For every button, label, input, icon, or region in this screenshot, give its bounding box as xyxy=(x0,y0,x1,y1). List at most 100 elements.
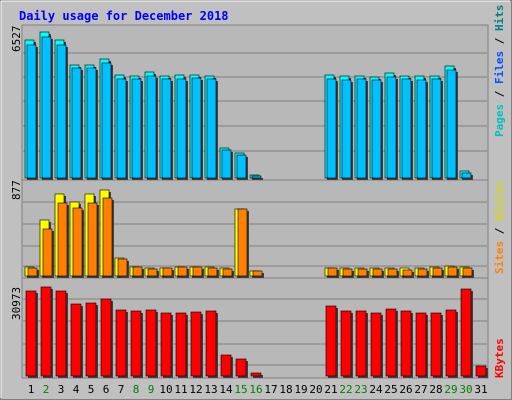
bar-sites-day-27 xyxy=(417,268,429,278)
bar-body xyxy=(356,78,367,179)
bar-body xyxy=(401,78,412,179)
x-tick-label: 6 xyxy=(103,383,110,396)
bar-kbytes-day-9 xyxy=(145,309,158,378)
bar-kbytes-day-4 xyxy=(70,303,83,378)
bar-body xyxy=(371,79,382,179)
x-tick-label: 24 xyxy=(369,383,383,396)
x-tick-label: 11 xyxy=(174,383,187,396)
bar-body xyxy=(220,354,232,377)
x-tick-label: 21 xyxy=(324,383,337,396)
bar-body xyxy=(161,78,172,179)
x-tick-label: 20 xyxy=(309,383,322,396)
bar-sites-day-5 xyxy=(87,202,99,278)
bar-kbytes-day-12 xyxy=(190,311,203,378)
bar-files-day-11 xyxy=(176,78,188,180)
bar-files-day-24 xyxy=(371,79,383,180)
visits-ymax-label: 877 xyxy=(10,180,23,200)
bar-files-day-6 xyxy=(101,62,113,180)
x-tick-label: 12 xyxy=(189,383,202,396)
bar-body xyxy=(57,202,68,277)
bar-body xyxy=(416,79,427,179)
legend-kbytes: KBytes xyxy=(493,338,506,378)
bar-kbytes-day-7 xyxy=(115,309,128,378)
bar-files-day-25 xyxy=(386,76,398,180)
bar-files-day-23 xyxy=(356,78,368,180)
legend-pages: Pages xyxy=(493,104,506,137)
bar-body xyxy=(417,268,428,277)
bar-body xyxy=(475,365,487,377)
x-tick-label: 28 xyxy=(429,383,442,396)
bar-body xyxy=(145,309,157,377)
x-tick-label: 9 xyxy=(148,383,155,396)
bar-body xyxy=(85,302,97,377)
bar-files-day-4 xyxy=(71,67,83,180)
bar-sites-day-26 xyxy=(402,269,414,278)
bar-body xyxy=(132,266,143,277)
bar-kbytes-day-28 xyxy=(430,312,443,378)
bar-kbytes-day-31 xyxy=(475,365,488,378)
bar-body xyxy=(252,270,263,277)
bar-body xyxy=(251,175,262,179)
bar-body xyxy=(402,269,413,277)
bar-files-day-27 xyxy=(416,79,428,180)
x-tick-label: 2 xyxy=(43,383,50,396)
visits-panel xyxy=(21,179,489,279)
bar-body xyxy=(460,288,472,377)
bar-body xyxy=(71,67,82,179)
x-tick-label: 26 xyxy=(399,383,412,396)
bar-body xyxy=(235,358,247,377)
bar-sites-day-15 xyxy=(237,208,249,278)
x-tick-label: 23 xyxy=(354,383,367,396)
bar-sites-day-12 xyxy=(192,266,204,278)
bar-body xyxy=(86,67,97,179)
bar-body xyxy=(447,266,458,277)
bar-body xyxy=(131,78,142,179)
bar-kbytes-day-21 xyxy=(325,305,338,378)
bar-body xyxy=(116,78,127,179)
bar-kbytes-day-11 xyxy=(175,312,188,378)
bar-files-day-30 xyxy=(461,172,473,180)
bar-files-day-1 xyxy=(26,44,38,180)
bar-sites-day-4 xyxy=(72,207,84,278)
bar-body xyxy=(72,207,83,277)
bar-sites-day-22 xyxy=(342,268,354,278)
bar-files-day-10 xyxy=(161,78,173,180)
bar-sites-day-2 xyxy=(42,228,54,278)
x-tick-label: 17 xyxy=(264,383,277,396)
bar-files-day-21 xyxy=(326,78,338,180)
bar-body xyxy=(192,266,203,277)
bar-kbytes-day-27 xyxy=(415,312,428,378)
bar-sites-day-10 xyxy=(162,267,174,278)
bar-body xyxy=(432,267,443,277)
bar-kbytes-day-22 xyxy=(340,310,353,378)
x-tick-label: 3 xyxy=(58,383,65,396)
x-tick-label: 19 xyxy=(294,383,307,396)
bar-kbytes-day-15 xyxy=(235,358,248,378)
bar-body xyxy=(327,267,338,277)
bar-body xyxy=(461,172,472,179)
bar-body xyxy=(146,75,157,179)
bar-sites-day-8 xyxy=(132,266,144,278)
x-tick-label: 25 xyxy=(384,383,397,396)
hits-legend: Pages / Files / Hits xyxy=(493,5,506,138)
bar-files-day-7 xyxy=(116,78,128,180)
bar-body xyxy=(221,149,232,179)
bar-kbytes-day-26 xyxy=(400,310,413,378)
bar-sites-day-7 xyxy=(117,258,129,278)
bar-body xyxy=(386,76,397,179)
bar-body xyxy=(236,154,247,179)
bar-body xyxy=(42,228,53,277)
bar-body xyxy=(176,78,187,179)
bar-kbytes-day-24 xyxy=(370,312,383,378)
bar-body xyxy=(190,311,202,377)
bar-body xyxy=(70,303,82,377)
bar-body xyxy=(41,36,52,179)
bar-kbytes-day-13 xyxy=(205,310,218,378)
bar-files-day-5 xyxy=(86,67,98,180)
bar-sites-day-30 xyxy=(462,267,474,278)
bar-shadow xyxy=(254,178,263,180)
bar-files-day-14 xyxy=(221,149,233,180)
x-tick-label: 31 xyxy=(474,383,487,396)
bar-sites-day-3 xyxy=(57,202,69,278)
